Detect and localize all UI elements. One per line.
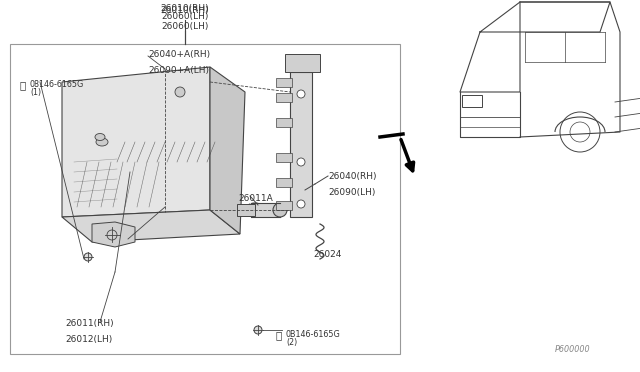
Polygon shape (210, 67, 245, 234)
Circle shape (297, 200, 305, 208)
Polygon shape (92, 222, 135, 247)
Bar (250, 203, 280, 217)
Text: 26011A: 26011A (238, 194, 273, 203)
Text: P600000: P600000 (554, 345, 590, 354)
Text: 26011(RH): 26011(RH) (65, 319, 114, 328)
Text: 26010(RH): 26010(RH) (161, 6, 209, 15)
Bar (276, 93, 292, 102)
Text: 26090(LH): 26090(LH) (328, 188, 376, 197)
Text: 26060(LH): 26060(LH) (161, 22, 209, 31)
Text: 26040(RH): 26040(RH) (328, 172, 376, 181)
Ellipse shape (96, 138, 108, 146)
Bar (276, 118, 292, 127)
Ellipse shape (273, 203, 287, 217)
Text: 26060(LH): 26060(LH) (161, 12, 209, 21)
Circle shape (175, 87, 185, 97)
Circle shape (254, 326, 262, 334)
Circle shape (297, 158, 305, 166)
Text: 08146-6165G: 08146-6165G (30, 80, 84, 89)
Text: Ⓑ: Ⓑ (20, 80, 26, 90)
Ellipse shape (95, 134, 105, 141)
Circle shape (84, 253, 92, 261)
Circle shape (297, 90, 305, 98)
Text: 26010(RH): 26010(RH) (161, 4, 209, 13)
Bar (276, 201, 292, 210)
Bar (10, 44, 400, 354)
Polygon shape (62, 67, 210, 217)
Text: (1): (1) (30, 88, 41, 97)
Text: 26024: 26024 (313, 250, 341, 259)
Text: 26090+A(LH): 26090+A(LH) (148, 66, 209, 75)
Bar (237, 204, 255, 216)
Text: 0B146-6165G: 0B146-6165G (286, 330, 340, 339)
Bar (276, 153, 292, 162)
Bar (276, 178, 292, 187)
Polygon shape (62, 210, 240, 242)
Bar (276, 78, 292, 87)
Text: (2): (2) (286, 338, 297, 347)
Bar (290, 72, 312, 217)
Ellipse shape (245, 203, 265, 217)
Text: 26012(LH): 26012(LH) (65, 335, 112, 344)
Text: Ⓑ: Ⓑ (275, 330, 281, 340)
Text: 26040+A(RH): 26040+A(RH) (148, 50, 210, 59)
Bar (462, 95, 482, 107)
Polygon shape (285, 54, 320, 72)
